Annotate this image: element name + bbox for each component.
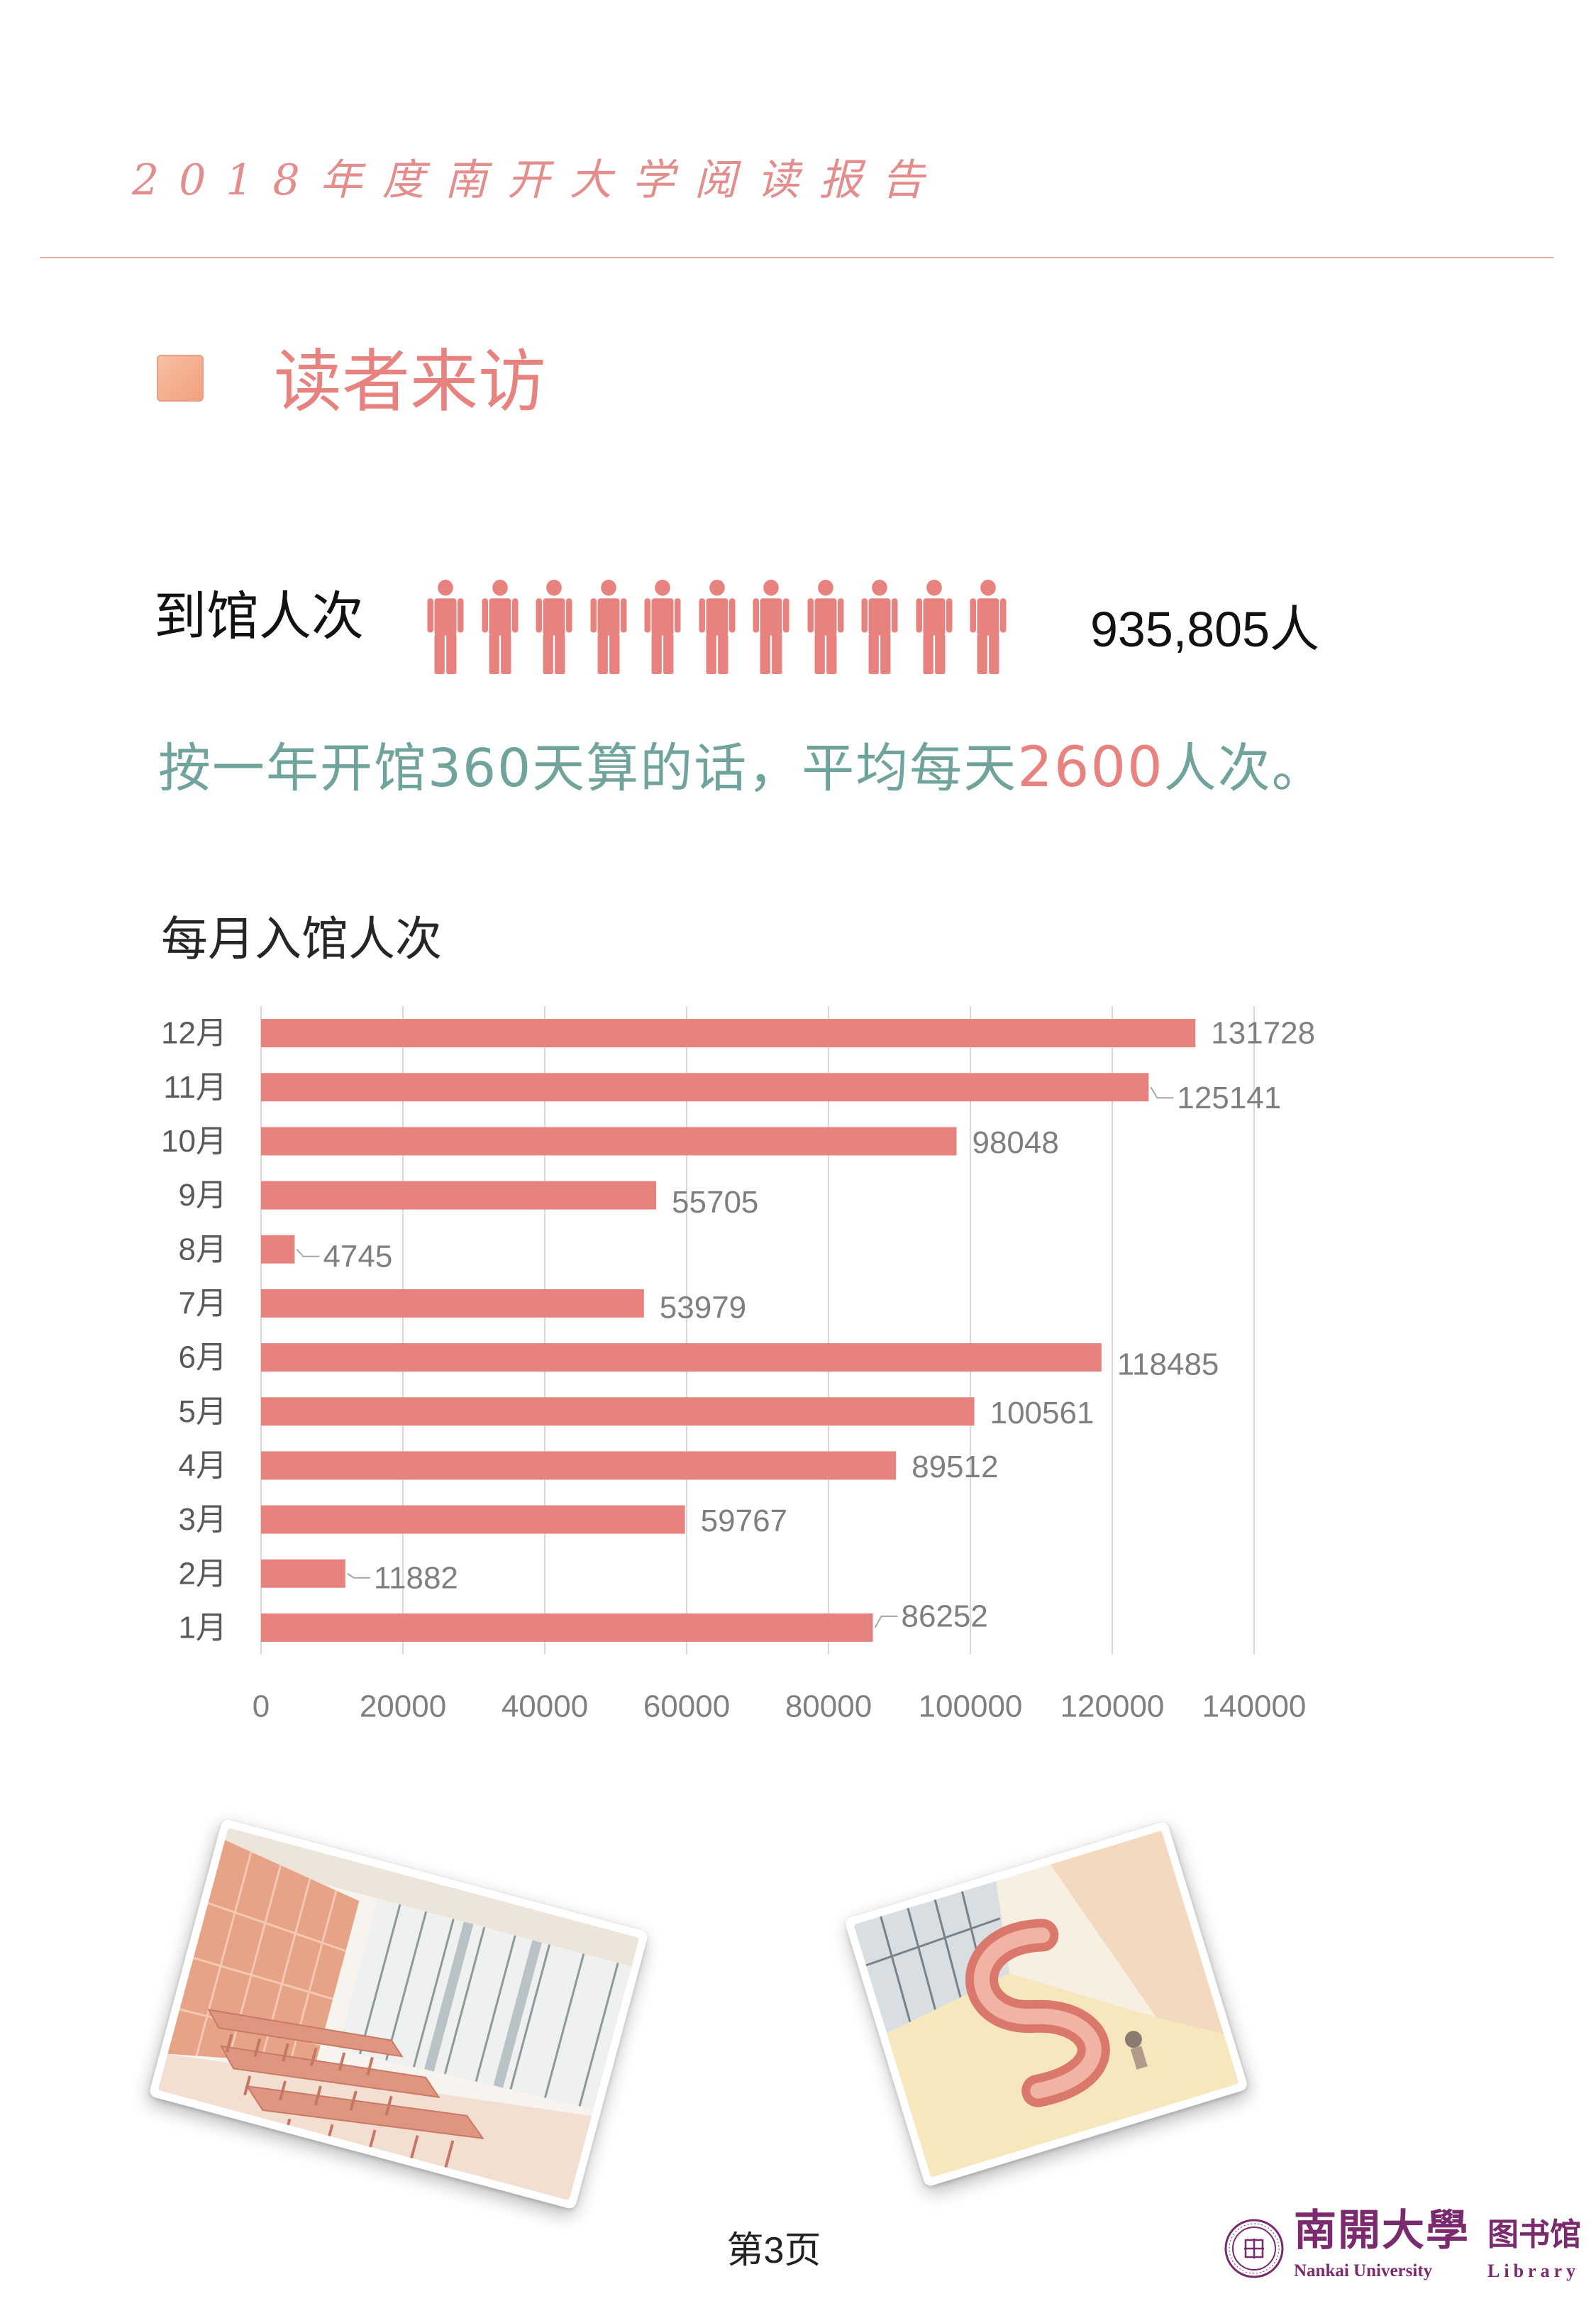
- person-icon: [588, 580, 629, 674]
- person-icon: [533, 580, 575, 674]
- person-icon: [480, 580, 521, 674]
- bar-month-9: [261, 1181, 657, 1210]
- nankai-seal-icon: [1224, 2219, 1284, 2278]
- bar-month-4: [261, 1451, 897, 1480]
- x-tick-label-40000: 40000: [501, 1689, 588, 1724]
- y-tick-label-month-3: 3月: [179, 1502, 227, 1537]
- y-tick-label-month-5: 5月: [179, 1394, 227, 1429]
- average-prefix: 按一年开馆360天算的话，平均每天: [158, 738, 1018, 799]
- leader-line-month-8: [296, 1249, 320, 1257]
- logo-university-name-cn: 南開大學: [1294, 2206, 1470, 2256]
- leader-line-month-1: [874, 1615, 898, 1628]
- logo-library-name-cn: 图书馆: [1487, 2217, 1581, 2253]
- bar-month-2: [261, 1559, 345, 1588]
- x-tick-label-0: 0: [253, 1689, 270, 1724]
- data-label-month-6: 118485: [1117, 1347, 1219, 1382]
- header-divider: [40, 257, 1553, 258]
- data-label-month-11: 125141: [1177, 1081, 1281, 1115]
- visits-total: 935,805人: [1090, 602, 1320, 657]
- person-icon: [914, 580, 955, 674]
- data-label-month-9: 55705: [672, 1185, 758, 1220]
- logo-library-name-en: Library: [1487, 2261, 1580, 2281]
- y-tick-label-month-10: 10月: [161, 1124, 227, 1159]
- average-suffix: 人次。: [1163, 738, 1326, 799]
- y-tick-label-month-8: 8月: [179, 1232, 227, 1267]
- report-title: 2018年度南开大学阅读报告: [132, 155, 944, 205]
- person-icon: [750, 580, 792, 674]
- y-tick-label-month-6: 6月: [179, 1340, 227, 1375]
- visits-label: 到馆人次: [154, 587, 364, 646]
- x-tick-label-100000: 100000: [919, 1689, 1023, 1724]
- data-label-month-5: 100561: [990, 1396, 1095, 1430]
- y-tick-label-month-2: 2月: [179, 1556, 227, 1591]
- y-tick-label-month-1: 1月: [179, 1610, 227, 1645]
- bar-month-8: [261, 1235, 295, 1264]
- chart-title: 每月入馆人次: [161, 912, 442, 965]
- bar-month-12: [261, 1019, 1196, 1048]
- x-tick-label-20000: 20000: [360, 1689, 446, 1724]
- bar-month-5: [261, 1397, 975, 1426]
- person-icon: [642, 580, 683, 674]
- y-tick-label-month-11: 11月: [163, 1070, 227, 1105]
- person-icon: [805, 580, 846, 674]
- monthly-visits-bar-chart: 0 20000 40000 60000 80000 100000 120000 140000 1…: [161, 1006, 1315, 1724]
- x-tick-label-60000: 60000: [643, 1689, 730, 1724]
- bar-month-3: [261, 1505, 685, 1534]
- section-title: 读者来访: [274, 344, 546, 420]
- bar-month-7: [261, 1289, 644, 1318]
- data-label-month-4: 89512: [911, 1450, 998, 1484]
- data-label-month-8: 4745: [323, 1239, 392, 1274]
- bar-month-11: [261, 1073, 1149, 1102]
- data-label-month-2: 11882: [374, 1560, 458, 1595]
- bar-month-1: [261, 1613, 873, 1642]
- data-label-month-1: 86252: [902, 1599, 988, 1633]
- data-label-month-12: 131728: [1211, 1016, 1315, 1051]
- person-icon: [859, 580, 900, 674]
- leader-line-month-11: [1150, 1086, 1174, 1099]
- data-label-month-10: 98048: [972, 1125, 1058, 1160]
- x-tick-label-80000: 80000: [785, 1689, 872, 1724]
- square-bullet-icon: [157, 355, 204, 402]
- person-icon: [425, 580, 466, 674]
- page-number: 第3页: [726, 2230, 821, 2271]
- logo-university-name-en: Nankai University: [1294, 2261, 1433, 2280]
- bar-month-10: [261, 1127, 957, 1156]
- x-tick-label-120000: 120000: [1060, 1689, 1165, 1724]
- person-icon: [697, 580, 738, 674]
- data-label-month-3: 59767: [701, 1504, 787, 1538]
- y-tick-label-month-7: 7月: [179, 1286, 227, 1320]
- average-highlight: 2600: [1017, 736, 1164, 800]
- y-tick-label-month-12: 12月: [161, 1016, 227, 1051]
- person-icon: [968, 580, 1009, 674]
- reading-room-photo: [148, 1818, 649, 2210]
- y-tick-label-month-9: 9月: [179, 1178, 227, 1213]
- leader-line-month-2: [347, 1572, 370, 1579]
- y-tick-label-month-4: 4月: [179, 1448, 227, 1483]
- data-label-month-7: 53979: [660, 1290, 746, 1325]
- bar-month-6: [261, 1343, 1102, 1372]
- x-tick-label-140000: 140000: [1202, 1689, 1307, 1724]
- average-sentence: 按一年开馆360天算的话，平均每天2600人次。: [158, 736, 1326, 800]
- person-icon-row: [425, 580, 1014, 675]
- circulation-desk-photo: [843, 1821, 1249, 2188]
